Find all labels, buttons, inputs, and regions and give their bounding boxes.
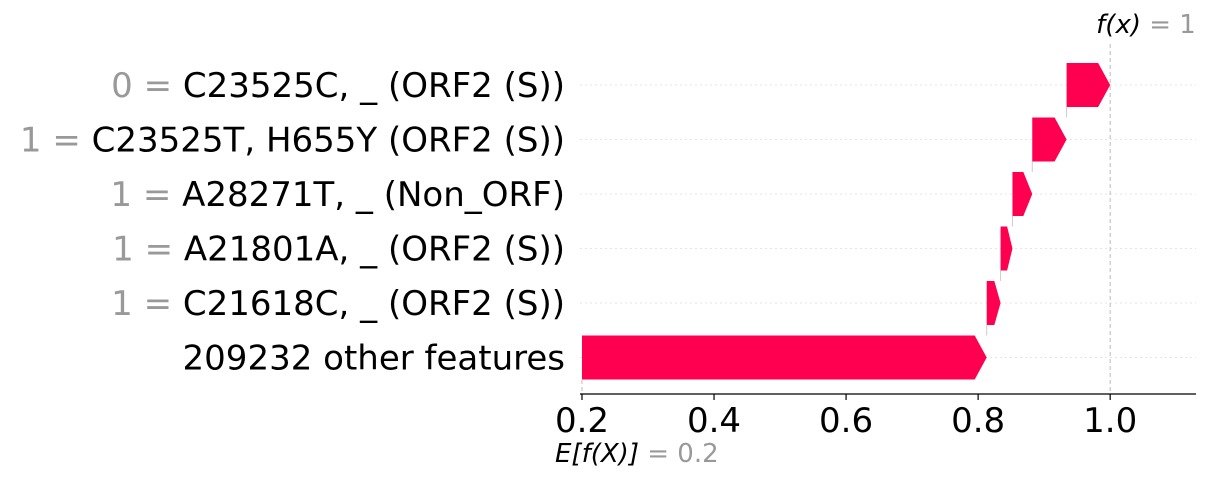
feature-value-text: 1 = — [110, 175, 182, 215]
feature-name-text: C23525T, H655Y (ORF2 (S)) — [92, 121, 565, 161]
feature-value-text: 1 = — [20, 121, 92, 161]
feature-name-text: 209232 other features — [183, 339, 565, 379]
feature-label: 1 = C21618C, _ (ORF2 (S)) — [111, 284, 565, 324]
feature-label: 1 = A28271T, _ (Non_ORF) — [110, 175, 565, 215]
feature-bar — [1012, 172, 1033, 216]
feature-label: 1 = C23525T, H655Y (ORF2 (S)) — [20, 121, 565, 161]
x-tick-label: 0.6 — [819, 401, 873, 441]
base-value-annotation: E[f(X)] = 0.2 — [555, 439, 719, 469]
x-axis: 0.2 0.4 0.6 0.8 1.0 — [555, 393, 1196, 441]
x-tick-label: 0.8 — [951, 401, 1005, 441]
feature-labels: 0 = C23525C, _ (ORF2 (S)) 1 = C23525T, H6… — [20, 66, 565, 379]
feature-bar — [581, 335, 987, 380]
base-value-number: = 0.2 — [639, 439, 719, 469]
feature-bar — [1066, 63, 1111, 107]
x-tick-label: 0.4 — [687, 401, 741, 441]
feature-name-text: A28271T, _ (Non_ORF) — [182, 175, 565, 215]
feature-name-text: C23525C, _ (ORF2 (S)) — [183, 66, 565, 106]
feature-value-text: 0 = — [111, 66, 183, 106]
row-gridlines — [580, 84, 1196, 358]
feature-label: 0 = C23525C, _ (ORF2 (S)) — [111, 66, 565, 106]
feature-bars — [581, 63, 1111, 380]
x-tick-label: 0.2 — [555, 401, 609, 441]
feature-name-text: C21618C, _ (ORF2 (S)) — [183, 284, 565, 324]
value-annotations: f(x) = 1 E[f(X)] = 0.2 — [555, 10, 1196, 469]
fx-value: = 1 — [1141, 10, 1196, 40]
x-tick-label: 1.0 — [1083, 401, 1137, 441]
base-value-label: E[f(X)] — [555, 439, 639, 469]
feature-label: 209232 other features — [183, 339, 565, 379]
fx-label: f(x) — [1096, 10, 1141, 40]
feature-bar — [1032, 117, 1067, 162]
feature-bar — [986, 281, 1001, 325]
feature-value-text: 1 = — [111, 284, 183, 324]
feature-name-text: A21801A, _ (ORF2 (S)) — [184, 230, 565, 270]
feature-bar — [1000, 226, 1013, 271]
feature-label: 1 = A21801A, _ (ORF2 (S)) — [112, 230, 565, 270]
feature-value-text: 1 = — [112, 230, 184, 270]
fx-annotation: f(x) = 1 — [1096, 10, 1196, 40]
bar-connectors — [986, 107, 1068, 336]
